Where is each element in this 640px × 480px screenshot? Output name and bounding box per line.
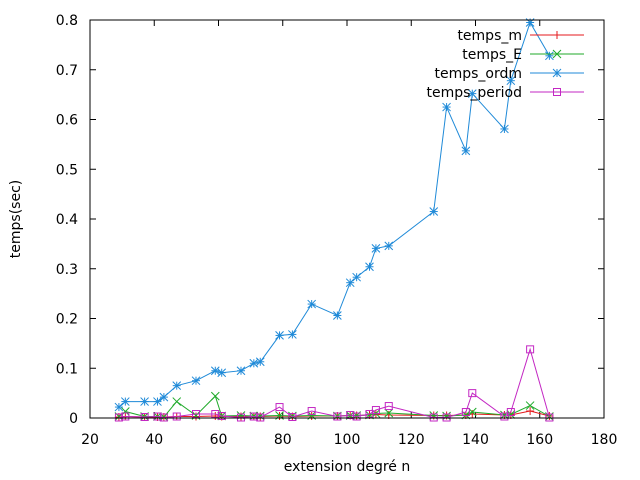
legend-swatch-marker <box>553 88 561 96</box>
data-point-temps_ordm <box>120 397 130 406</box>
y-tick-label: 0.8 <box>56 13 78 29</box>
x-tick-label: 140 <box>462 432 489 448</box>
data-point-temps_ordm <box>371 243 381 253</box>
data-point-temps_period <box>506 408 515 417</box>
data-point-temps_ordm <box>172 381 182 391</box>
data-point-temps_ordm <box>191 376 201 386</box>
legend-label: temps_m <box>457 28 522 44</box>
legend-label: temps_E <box>462 47 522 63</box>
data-point-temps_period <box>172 412 181 421</box>
x-tick-label: 180 <box>591 432 618 448</box>
data-point-temps_ordm <box>210 366 220 376</box>
data-point-temps_period <box>500 412 509 421</box>
data-point-temps_ordm <box>255 357 265 367</box>
y-axis-title: temps(sec) <box>8 180 24 258</box>
data-point-temps_ordm <box>153 397 162 406</box>
x-tick-label: 100 <box>334 432 361 448</box>
data-point-temps_period <box>275 403 284 412</box>
x-tick-label: 60 <box>210 432 228 448</box>
data-point-temps_period <box>307 407 316 416</box>
data-point-temps_ordm <box>461 146 471 156</box>
data-point-temps_period <box>121 412 130 421</box>
legend-swatch-marker <box>552 49 562 59</box>
legend-label: temps_ordm <box>434 66 522 82</box>
y-tick-label: 0.2 <box>56 312 78 328</box>
data-point-temps_ordm <box>288 330 297 339</box>
data-point-temps_period <box>461 408 470 417</box>
data-point-temps_ordm <box>500 124 509 134</box>
y-tick-label: 0.7 <box>56 63 78 79</box>
data-point-temps_period <box>468 389 477 398</box>
series-temps_ordm <box>114 18 554 412</box>
legend-label: temps_period <box>426 85 522 101</box>
data-point-temps_E <box>442 411 451 421</box>
data-point-temps_ordm <box>384 241 394 251</box>
data-point-temps_ordm <box>352 272 361 282</box>
x-tick-label: 40 <box>145 432 163 448</box>
data-point-temps_E <box>384 408 394 418</box>
data-point-temps_period <box>249 412 258 421</box>
data-point-temps_period <box>371 406 380 415</box>
data-point-temps_period <box>352 412 361 421</box>
x-tick-label: 80 <box>274 432 292 448</box>
data-point-temps_E <box>525 401 535 410</box>
y-tick-label: 0.1 <box>56 361 78 377</box>
data-point-temps_period <box>217 412 226 421</box>
data-point-temps_E <box>172 397 182 406</box>
x-tick-label: 160 <box>526 432 553 448</box>
ticks-layer: 20 40 60 80 100 120 140 160 180 0 0.1 0.2 0.3 0.4 0.5 0… <box>56 13 618 448</box>
data-point-temps_ordm <box>345 278 355 288</box>
data-point-temps_m <box>526 407 535 416</box>
data-point-temps_ordm <box>236 366 246 376</box>
legend-swatch-marker <box>552 68 562 78</box>
y-tick-label: 0.6 <box>56 113 78 129</box>
data-point-temps_period <box>153 412 162 421</box>
x-tick-label: 120 <box>398 432 425 448</box>
data-point-temps_ordm <box>545 51 554 61</box>
legend: temps_m temps_E temps_ordm temps_period <box>426 28 584 101</box>
data-point-temps_ordm <box>467 89 477 98</box>
data-point-temps_ordm <box>307 299 317 309</box>
data-point-temps_period <box>288 413 297 422</box>
data-point-temps_ordm <box>159 392 169 402</box>
y-tick-label: 0 <box>69 411 78 427</box>
data-point-temps_ordm <box>275 331 284 340</box>
data-point-temps_ordm <box>140 397 149 406</box>
data-point-temps_ordm <box>114 402 124 412</box>
plot-frame <box>89 19 605 419</box>
x-tick-label: 20 <box>81 432 99 448</box>
data-point-temps_period <box>384 402 393 411</box>
data-point-temps_ordm <box>429 207 439 216</box>
x-axis-title: extension degré n <box>284 459 410 475</box>
y-tick-label: 0.5 <box>56 162 78 178</box>
y-tick-label: 0.3 <box>56 262 78 278</box>
data-point-temps_period <box>346 411 355 420</box>
data-point-temps_ordm <box>506 76 516 86</box>
data-point-temps_ordm <box>365 262 374 272</box>
series-line-temps_period <box>118 347 550 419</box>
data-point-temps_period <box>333 412 342 421</box>
data-point-temps_ordm <box>217 368 227 378</box>
data-point-temps_period <box>526 345 535 354</box>
data-point-temps_ordm <box>333 311 342 320</box>
data-point-temps_period <box>140 413 149 422</box>
y-tick-label: 0.4 <box>56 212 78 228</box>
data-point-temps_ordm <box>442 102 451 112</box>
legend-swatch-marker <box>553 31 561 39</box>
data-point-temps_E <box>210 391 220 401</box>
